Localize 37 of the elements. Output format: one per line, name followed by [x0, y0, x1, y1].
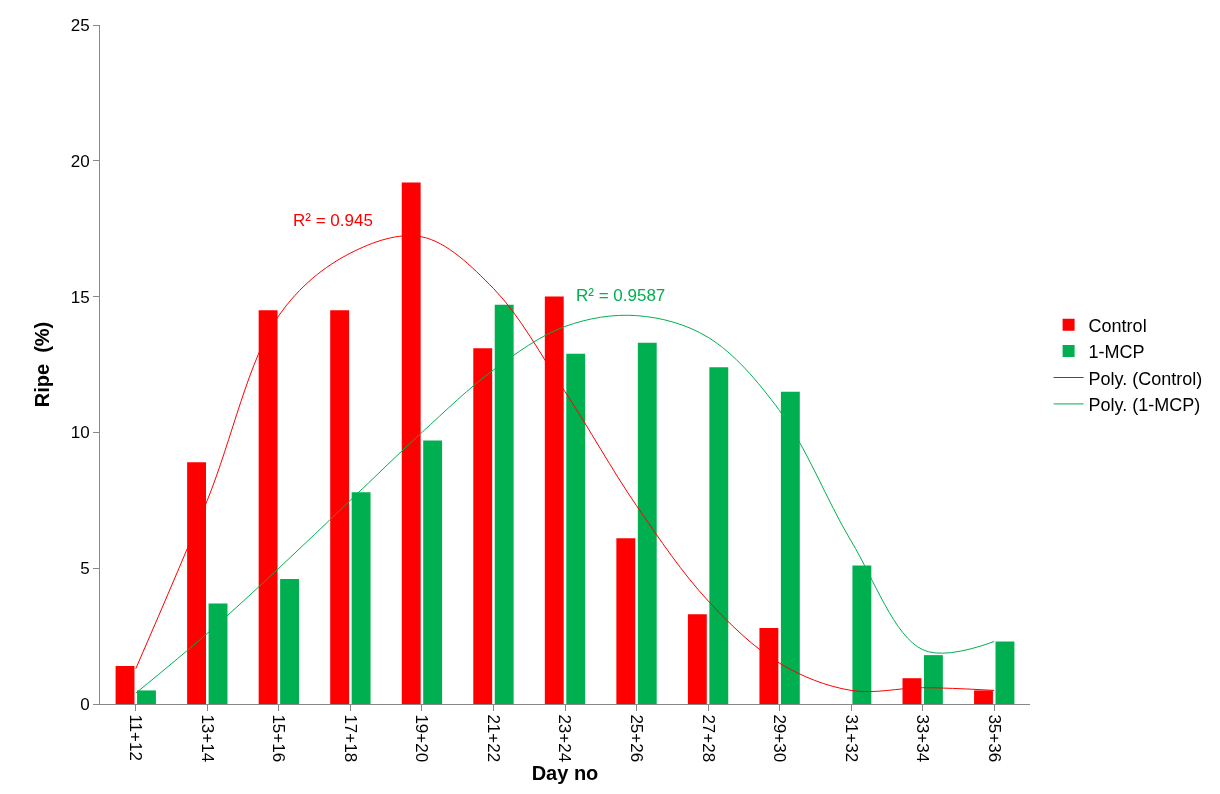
annotation: R² = 0.9587	[576, 286, 666, 305]
x-tick-label: 35+36	[984, 714, 1004, 763]
bar	[995, 641, 1015, 704]
y-tick-label: 10	[70, 423, 90, 443]
legend-label: Poly. (Control)	[1088, 368, 1203, 389]
bar	[616, 538, 636, 704]
x-tick-label: 33+34	[913, 714, 933, 763]
x-tick-label: 21+22	[483, 714, 503, 763]
bar	[473, 348, 493, 704]
x-tick-label: 23+24	[555, 714, 575, 763]
x-tick-label: 13+14	[197, 714, 217, 763]
x-axis-title: Day no	[531, 762, 599, 785]
y-tick-label: 15	[70, 287, 90, 307]
x-tick-label: 15+16	[269, 714, 289, 763]
x-tick-label: 11+12	[126, 714, 146, 761]
legend-label: Poly. (1-MCP)	[1088, 394, 1201, 415]
bar	[687, 614, 707, 704]
x-tick-label: 17+18	[340, 714, 360, 763]
y-tick-label: 0	[80, 694, 90, 714]
bar	[709, 367, 729, 704]
bar	[566, 353, 586, 704]
y-axis-title: Ripe (%)	[31, 321, 54, 408]
legend-label: Control	[1088, 315, 1147, 336]
y-tick-label: 20	[70, 151, 90, 171]
x-tick-label: 29+30	[770, 714, 790, 763]
x-tick-label: 27+28	[698, 714, 718, 763]
x-tick-label: 19+20	[412, 714, 432, 763]
bar	[330, 310, 350, 704]
x-tick-label: 25+26	[627, 714, 647, 763]
bar	[637, 342, 657, 704]
bar	[280, 579, 300, 704]
y-tick-label: 25	[70, 15, 90, 35]
bar	[423, 440, 443, 704]
x-tick-label: 31+32	[841, 714, 861, 763]
legend-label: 1-MCP	[1088, 342, 1145, 363]
y-tick-label: 5	[80, 559, 90, 579]
annotation: R² = 0.945	[293, 211, 373, 230]
